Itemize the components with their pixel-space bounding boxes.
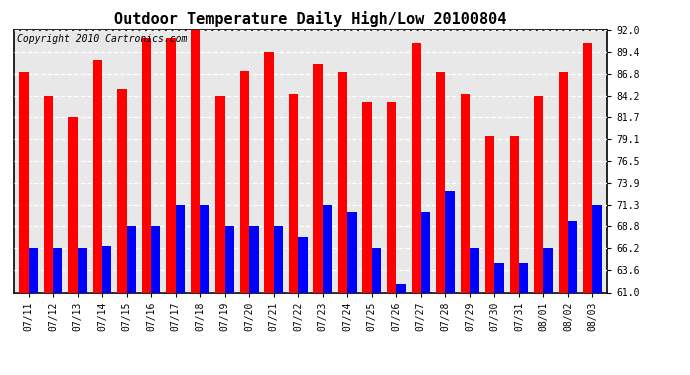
Bar [372,249,381,292]
Bar [495,263,504,292]
Bar [445,191,455,292]
Bar [396,284,406,292]
Bar [43,96,53,292]
Bar [215,96,225,292]
Bar [583,43,593,292]
Bar [568,220,578,292]
Bar [53,249,62,292]
Bar [68,117,77,292]
Text: Copyright 2010 Cartronics.com: Copyright 2010 Cartronics.com [17,34,187,44]
Bar [92,60,102,292]
Bar [470,249,479,292]
Bar [387,102,396,292]
Bar [225,226,234,292]
Bar [102,246,111,292]
Bar [176,205,185,292]
Bar [362,102,372,292]
Bar [240,70,249,292]
Bar [519,263,529,292]
Bar [338,72,347,292]
Bar [19,72,28,292]
Bar [421,212,430,292]
Bar [436,72,445,292]
Bar [126,226,136,292]
Bar [28,249,38,292]
Bar [485,136,495,292]
Bar [77,249,87,292]
Bar [544,249,553,292]
Bar [460,93,470,292]
Bar [298,237,308,292]
Bar [191,30,200,292]
Bar [274,226,283,292]
Bar [200,205,210,292]
Bar [117,89,126,292]
Bar [249,226,259,292]
Bar [313,64,323,292]
Bar [347,212,357,292]
Bar [411,43,421,292]
Bar [534,96,544,292]
Bar [142,39,151,292]
Bar [323,205,332,292]
Bar [510,136,519,292]
Bar [264,52,274,292]
Bar [559,72,568,292]
Bar [289,93,298,292]
Bar [593,205,602,292]
Bar [151,226,161,292]
Bar [166,39,176,292]
Title: Outdoor Temperature Daily High/Low 20100804: Outdoor Temperature Daily High/Low 20100… [115,12,506,27]
